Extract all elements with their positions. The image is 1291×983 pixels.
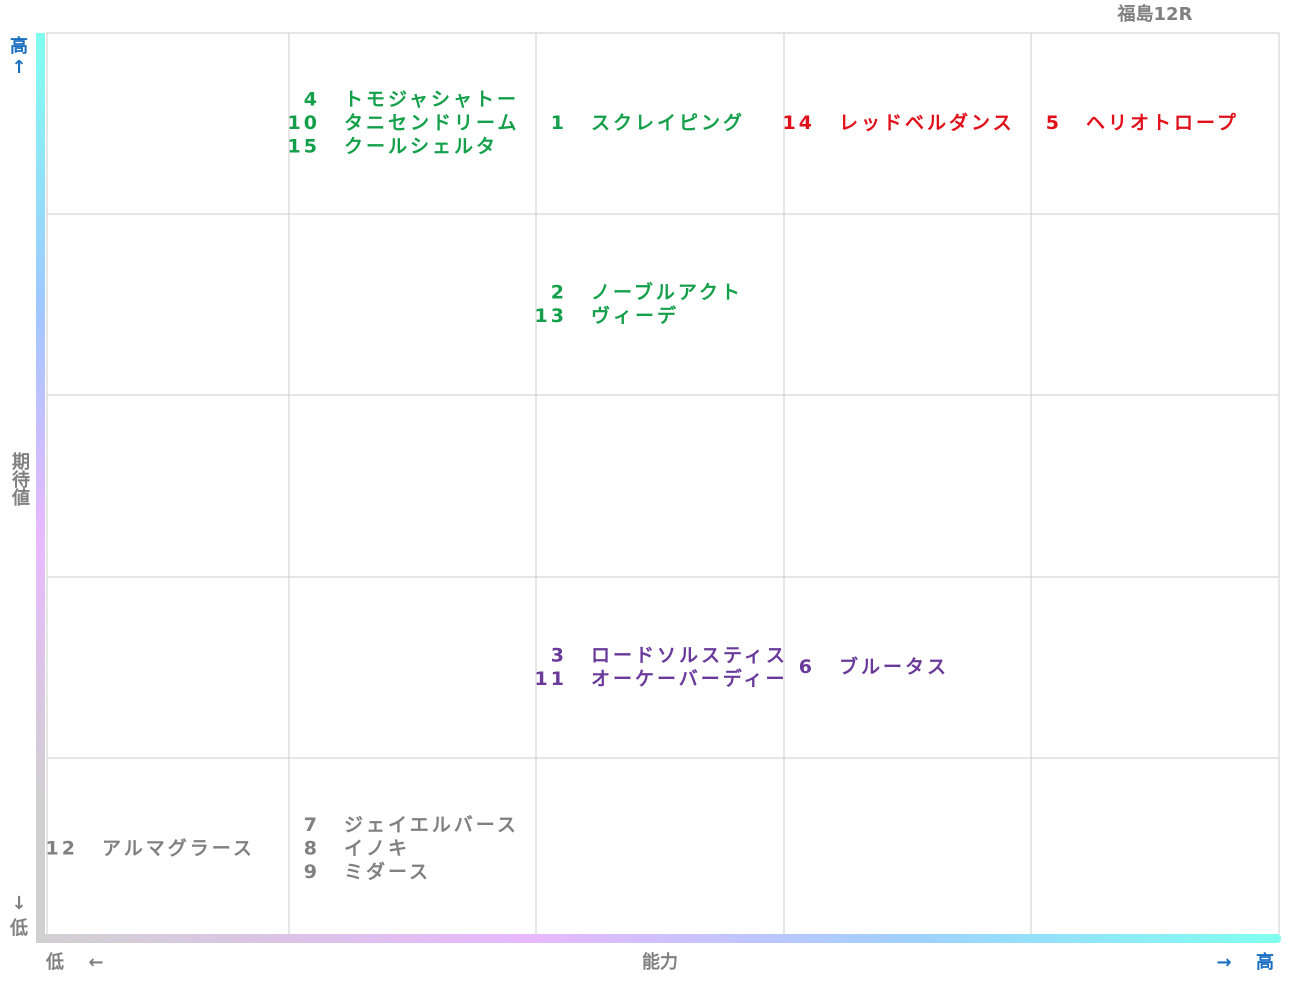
entry-name: イノキ [344,838,410,860]
entry-name: ヴィーデ [591,304,679,327]
arrow: ← [88,952,103,973]
entry-number: 2 [551,281,567,303]
entry-number: 15 [288,136,320,158]
y-low-label: 低 [9,917,28,939]
entry-number: 14 [783,112,815,134]
y-axis-bar [36,33,45,943]
entry-name: ブルータス [839,655,949,678]
x-low-label: 低 [45,951,64,973]
x-high-label: 高 [1256,951,1274,973]
entry-name: タニセンドリーム [344,112,519,134]
entry-name: ジェイエルバース [344,814,519,836]
arrow: → [1216,952,1231,973]
entry-number: 1 [551,112,567,134]
entry-number: 9 [304,861,320,883]
entry-name: オーケーバーディー [591,667,787,690]
arrow: ↑ [11,57,26,78]
y-axis-label: 期待値 [9,452,31,507]
entry-name: スクレイピング [591,111,745,134]
entry-name: ノーブルアクト [591,280,743,303]
entry-number: 11 [535,668,567,690]
title: 福島12R [1117,3,1193,25]
x-axis-bar [36,934,1281,943]
entry-name: クールシェルタ [344,136,498,158]
entry-name: アルマグラース [102,837,255,860]
entry-number: 10 [288,112,320,134]
entry-name: ヘリオトロープ [1086,111,1239,134]
entry-number: 5 [1046,112,1062,134]
entry-name: トモジャシャトー [344,89,519,111]
x-axis-label: 能力 [642,951,678,973]
entry-number: 7 [304,814,320,836]
grid-lines [47,33,1279,940]
entry-number: 3 [551,644,567,666]
y-high-label: 高 [10,35,28,57]
arrow: ↓ [11,893,26,914]
entry-number: 6 [799,656,815,678]
entry-number: 4 [304,89,320,111]
entry-name: ミダース [344,860,431,883]
entry-number: 13 [535,305,567,327]
entry-number: 12 [46,838,78,860]
entry-name: レッドベルダンス [839,111,1015,134]
grid-border [46,32,1280,941]
entry-name: ロードソルスティス [591,644,788,666]
entry-number: 8 [304,838,320,860]
